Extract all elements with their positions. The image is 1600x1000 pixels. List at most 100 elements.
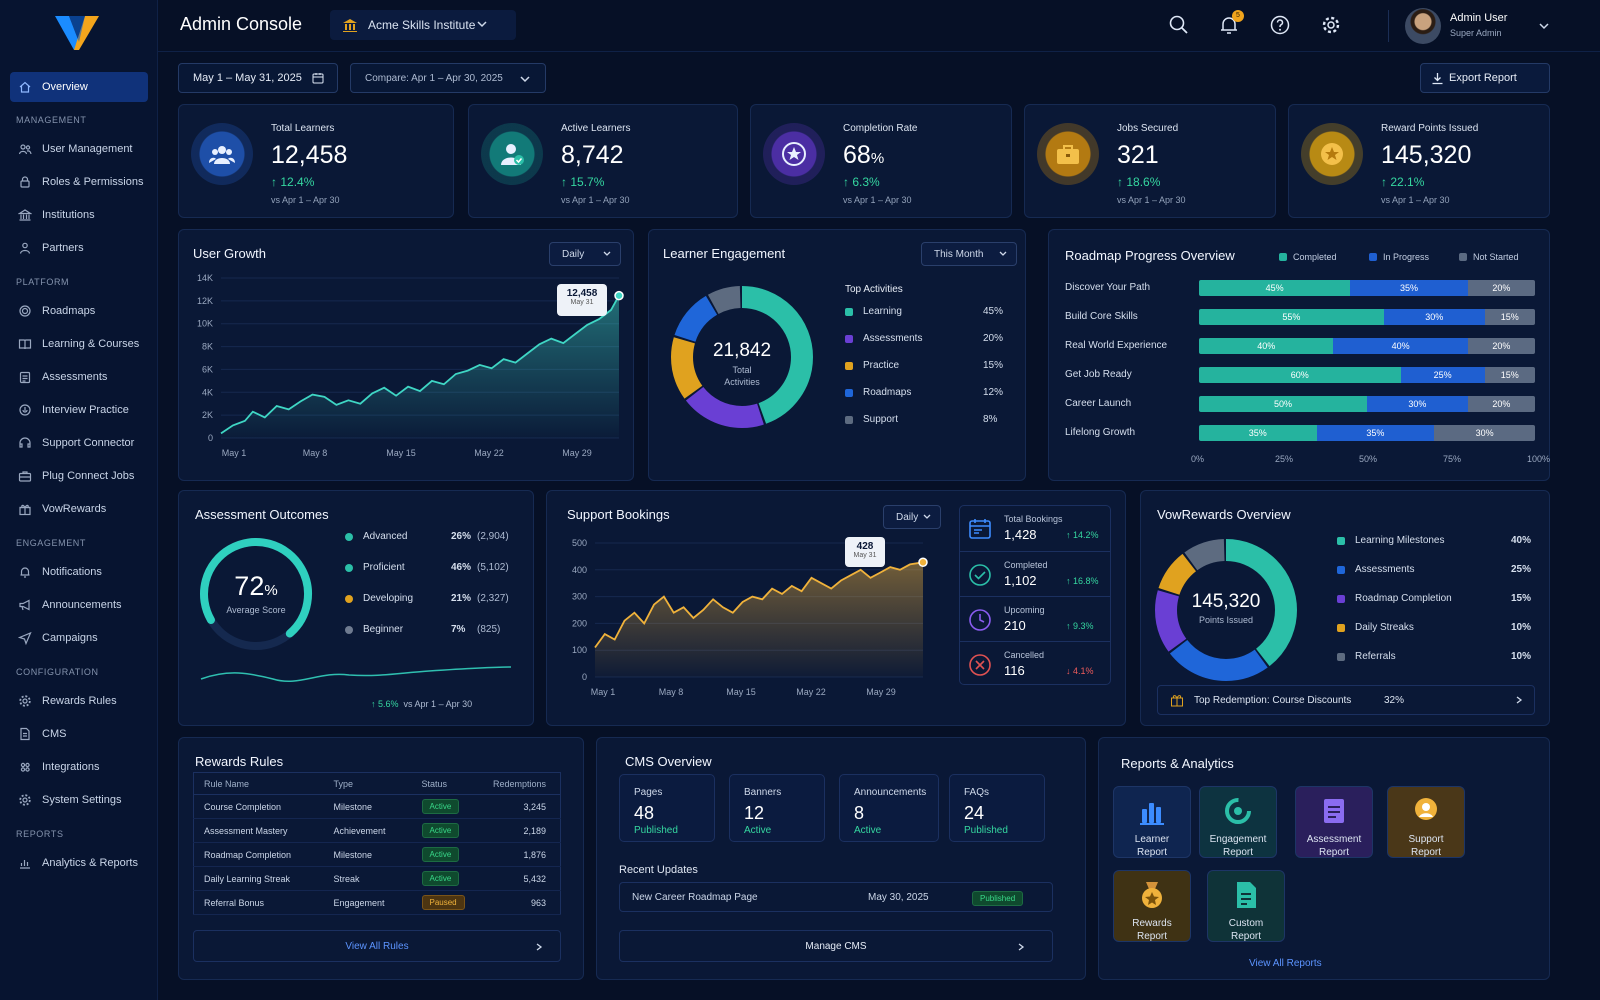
rule-status-cell: Paused: [411, 890, 476, 915]
donut-segment-assessments[interactable]: [1155, 539, 1297, 681]
report-tile-custom[interactable]: Custom Report: [1207, 870, 1285, 942]
donut-segment-assessments[interactable]: [671, 286, 813, 428]
view-all-reports-link[interactable]: View All Reports: [1249, 958, 1322, 969]
view-all-rules-button[interactable]: View All Rules: [193, 930, 561, 962]
x-tick-label: May 29: [562, 448, 592, 458]
table-row[interactable]: Course Completion Milestone Active 3,245: [193, 794, 561, 819]
donut-segment-practice[interactable]: [671, 286, 813, 428]
download-icon: [1432, 73, 1443, 85]
support-period-dropdown[interactable]: Daily: [883, 505, 941, 529]
chevron-right-icon: [1516, 696, 1523, 704]
avatar[interactable]: [1405, 8, 1441, 44]
book-icon: [18, 338, 32, 349]
report-tile-engagement[interactable]: Engagement Report: [1199, 786, 1277, 858]
sidebar-item-institutions[interactable]: Institutions: [0, 198, 158, 231]
roadmap-progress-bar[interactable]: 40% 40% 20%: [1199, 338, 1535, 354]
roadmap-row-label: Real World Experience: [1065, 340, 1168, 351]
kpi-label: Active Learners: [561, 123, 631, 134]
stat-delta: ↓ 4.1%: [1066, 666, 1094, 676]
sidebar-item-roadmaps[interactable]: Roadmaps: [0, 294, 158, 327]
sidebar-item-partners[interactable]: Partners: [0, 231, 158, 264]
sidebar-item-roles-permissions[interactable]: Roles & Permissions: [0, 165, 158, 198]
roadmap-progress-bar[interactable]: 60% 25% 15%: [1199, 367, 1535, 383]
help-icon[interactable]: [1269, 14, 1291, 36]
cms-tile-faqs[interactable]: FAQs 24 Published: [949, 774, 1045, 842]
roadmap-segment: 40%: [1199, 338, 1334, 354]
table-row[interactable]: Assessment Mastery Achievement Active 2,189: [193, 818, 561, 843]
kpi-value: 68%: [843, 141, 884, 170]
legend-label: Assessments: [1355, 564, 1415, 575]
table-row[interactable]: Daily Learning Streak Streak Active 5,432: [193, 866, 561, 891]
roadmap-segment: 35%: [1199, 425, 1317, 441]
manage-cms-button[interactable]: Manage CMS: [619, 930, 1053, 962]
lock-icon: [20, 175, 30, 188]
sidebar-item-support-connector[interactable]: Support Connector: [0, 426, 158, 459]
report-line-2: Report: [1318, 847, 1349, 858]
column-header[interactable]: Redemptions: [475, 772, 561, 795]
sidebar-item-announcements[interactable]: Announcements: [0, 588, 158, 621]
roadmap-segment: 35%: [1316, 425, 1435, 441]
sidebar-item-cms[interactable]: CMS: [0, 717, 158, 750]
vow-legend-item: Referrals 10%: [1337, 651, 1537, 662]
sidebar-item-assessments[interactable]: Assessments: [0, 360, 158, 393]
stat-delta: ↑ 16.8%: [1066, 576, 1099, 586]
date-range-picker[interactable]: May 1 – May 31, 2025: [178, 63, 338, 93]
table-row[interactable]: Roadmap Completion Milestone Active 1,876: [193, 842, 561, 867]
sidebar-item-notifications[interactable]: Notifications: [0, 555, 158, 588]
report-tile-learner[interactable]: Learner Report: [1113, 786, 1191, 858]
chevron-down-icon[interactable]: [1538, 20, 1550, 32]
roadmap-progress-bar[interactable]: 45% 35% 20%: [1199, 280, 1535, 296]
recent-update-row[interactable]: New Career Roadmap Page May 30, 2025 Pub…: [619, 882, 1053, 912]
sidebar-item-vowrewards[interactable]: VowRewards: [0, 492, 158, 525]
export-report-button[interactable]: Export Report: [1420, 63, 1550, 93]
legend-count: (825): [477, 624, 501, 635]
cms-tile-pages[interactable]: Pages 48 Published: [619, 774, 715, 842]
gear-icon[interactable]: [1320, 14, 1342, 36]
donut-segment-learning-milestones[interactable]: [1155, 539, 1297, 681]
bell-icon[interactable]: [1218, 14, 1240, 36]
column-header[interactable]: Type: [323, 772, 412, 795]
user-growth-period-dropdown[interactable]: Daily: [549, 242, 621, 266]
calendar-icon: [969, 519, 991, 539]
search-icon[interactable]: [1168, 14, 1190, 36]
sidebar-item-system-settings[interactable]: System Settings: [0, 783, 158, 816]
sidebar-item-label: Campaigns: [42, 631, 98, 644]
donut-segment-learning[interactable]: [671, 286, 813, 428]
last-point[interactable]: [614, 290, 624, 301]
rule-status-cell: Active: [411, 794, 476, 819]
last-point[interactable]: [918, 557, 928, 568]
sidebar-item-learning-courses[interactable]: Learning & Courses: [0, 327, 158, 360]
kpi-compare: vs Apr 1 – Apr 30: [1381, 195, 1450, 205]
sidebar-item-interview-practice[interactable]: Interview Practice: [0, 393, 158, 426]
sidebar-item-plug-connect-jobs[interactable]: Plug Connect Jobs: [0, 459, 158, 492]
sidebar-item-rewards-rules[interactable]: Rewards Rules: [0, 684, 158, 717]
column-header[interactable]: Status: [411, 772, 476, 795]
kpi-card-reward-points-issued: Reward Points Issued 145,320 ↑ 22.1% vs Apr…: [1288, 104, 1550, 218]
y-tick-label: 200: [572, 618, 587, 628]
report-tile-rewards[interactable]: Rewards Report: [1113, 870, 1191, 942]
report-tile-support[interactable]: Support Report: [1387, 786, 1465, 858]
logo-icon[interactable]: [52, 12, 102, 52]
tile-label: Announcements: [854, 787, 927, 798]
sidebar-item-campaigns[interactable]: Campaigns: [0, 621, 158, 654]
table-row[interactable]: Referral Bonus Engagement Paused 963: [193, 890, 561, 915]
report-tile-assessment[interactable]: Assessment Report: [1295, 786, 1373, 858]
institution-selector[interactable]: Acme Skills Institute: [330, 10, 516, 40]
cms-tile-banners[interactable]: Banners 12 Active: [729, 774, 825, 842]
donut-segment-roadmap-completion[interactable]: [1155, 539, 1297, 681]
cms-tile-announcements[interactable]: Announcements 8 Active: [839, 774, 939, 842]
sidebar-item-analytics-reports[interactable]: Analytics & Reports: [0, 846, 158, 879]
sidebar-item-overview[interactable]: Overview: [10, 72, 148, 102]
briefcase-icon: [1037, 123, 1099, 185]
users-icon: [191, 123, 253, 185]
top-redemption-row[interactable]: Top Redemption: Course Discounts 32%: [1157, 685, 1535, 715]
sidebar-item-user-management[interactable]: User Management: [0, 132, 158, 165]
sidebar-item-integrations[interactable]: Integrations: [0, 750, 158, 783]
roadmap-progress-bar[interactable]: 35% 35% 30%: [1199, 425, 1535, 441]
compare-selector[interactable]: Compare: Apr 1 – Apr 30, 2025: [350, 63, 546, 93]
roadmap-progress-bar[interactable]: 50% 30% 20%: [1199, 396, 1535, 412]
roadmap-progress-bar[interactable]: 55% 30% 15%: [1199, 309, 1535, 325]
column-header[interactable]: Rule Name: [193, 772, 324, 795]
vow-total-label: Points Issued: [1198, 615, 1254, 625]
engagement-period-dropdown[interactable]: This Month: [921, 242, 1017, 266]
